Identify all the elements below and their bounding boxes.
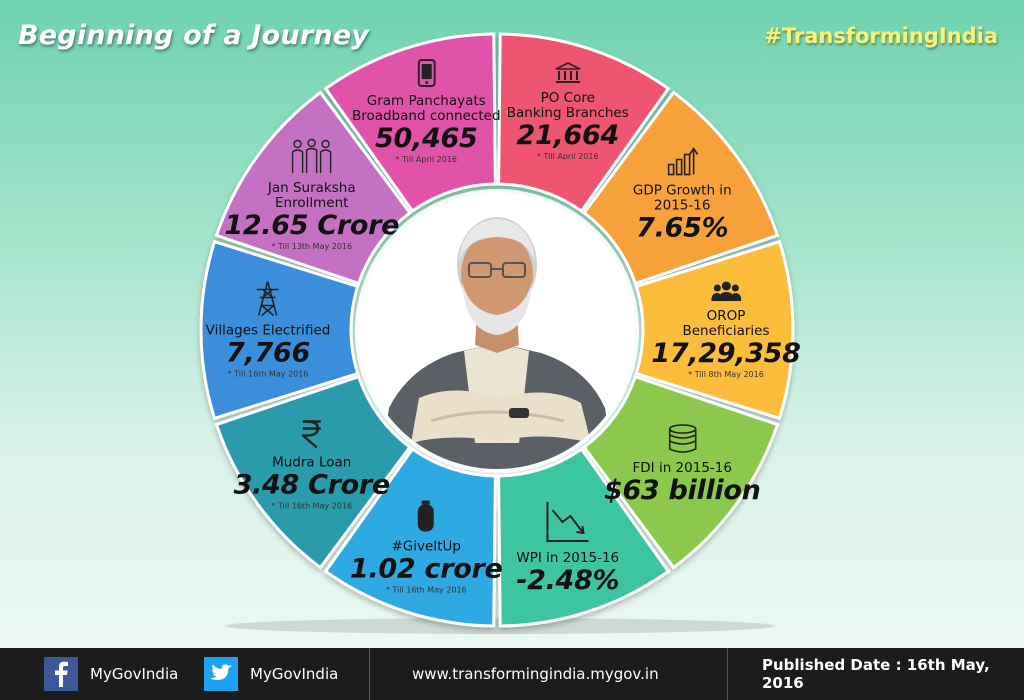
bank-icon [507, 62, 629, 88]
twitter-link[interactable]: MyGovIndia [204, 648, 338, 700]
wheel-segment [497, 32, 671, 214]
wheel-segment [323, 446, 497, 628]
footer-divider [369, 648, 370, 700]
stat-value: 1.02 crore [349, 553, 503, 585]
stat-value: 21,664 [516, 120, 620, 152]
stat-label: Mudra Loan [272, 454, 352, 471]
stat-value: -2.48% [516, 564, 620, 596]
facebook-icon [44, 657, 78, 691]
footer-bar: MyGovIndia MyGovIndia www.transformingin… [0, 648, 1024, 700]
page-title: Beginning of a Journey [18, 20, 370, 51]
portrait-image [359, 193, 635, 469]
stat-value: 50,465 [375, 123, 478, 155]
stat-label: Enrollment [275, 195, 349, 212]
website-url: www.transformingindia.mygov.in [412, 665, 659, 683]
published-date-text: Published Date : 16th May, 2016 [762, 656, 990, 692]
coins-icon [604, 423, 761, 458]
decline-chart-icon [516, 500, 619, 548]
wheel-segment [214, 374, 412, 570]
twitter-handle: MyGovIndia [250, 665, 339, 683]
wheel-segment [497, 446, 671, 628]
twitter-icon [204, 657, 238, 691]
footer-divider [727, 648, 728, 700]
wheel-segment [582, 374, 780, 570]
stat-content: PO Core Banking Branches 21,664 * Till Apri… [507, 62, 629, 162]
stat-label: Banking Branches [506, 105, 629, 122]
stat-note: * Till April 2016 [395, 155, 458, 165]
stat-note: * Till 16th May 2016 [227, 369, 309, 379]
stat-label: #GiveItUp [391, 538, 462, 555]
stat-note: * Till April 2016 [536, 152, 599, 162]
stat-content: Gram Panchayats Broadband connected 50,465… [352, 59, 501, 165]
gas-cylinder-icon [350, 500, 503, 536]
stat-label: FDI in 2015-16 [632, 459, 732, 476]
bar-growth-icon [633, 147, 732, 181]
wheel-segment [199, 239, 360, 421]
mobile-phone-icon [352, 59, 501, 91]
stat-label: Gram Panchayats [366, 93, 486, 110]
portrait-circle [359, 193, 635, 469]
stat-content: Mudra Loan 3.48 Crore * Till 16th May 2016 [234, 418, 390, 511]
stat-label: Jan Suraksha [267, 180, 356, 197]
wheel-segment [582, 90, 780, 286]
stat-value: 7,766 [226, 337, 310, 369]
published-date: Published Date : 16th May, 2016 [762, 648, 1024, 700]
stat-note: * Till 16th May 2016 [271, 501, 353, 511]
facebook-link[interactable]: MyGovIndia [44, 648, 178, 700]
power-tower-icon [206, 281, 331, 321]
stat-value: 17,29,358 [651, 338, 801, 369]
people-icon [224, 138, 399, 178]
facebook-handle: MyGovIndia [90, 665, 179, 683]
stat-content: Jan Suraksha Enrollment 12.65 Crore * Till … [224, 138, 399, 252]
stat-label: GDP Growth in [632, 182, 732, 199]
stat-value: $63 billion [603, 474, 761, 506]
stat-value: 7.65% [636, 212, 729, 244]
stat-label: Broadband connected [351, 108, 501, 125]
stat-label: 2015-16 [654, 197, 711, 214]
stats-wheel [199, 32, 795, 634]
stat-label: WPI in 2015-16 [516, 549, 620, 566]
stat-label: OROP [706, 308, 746, 324]
stat-content: OROP Beneficiaries 17,29,358 * Till 8th May… [651, 280, 801, 380]
stat-value: 12.65 Crore [224, 210, 400, 242]
stat-label: Villages Electrified [205, 322, 331, 339]
stat-note: * Till 8th May 2016 [688, 370, 764, 379]
stat-note: * Till 13th May 2016 [271, 242, 353, 252]
stat-label: Beneficiaries [682, 323, 770, 339]
stat-content: #GiveItUp 1.02 crore * Till 16th May 2016 [350, 500, 503, 595]
wheel-segment [214, 90, 412, 286]
stat-content: WPI in 2015-16 -2.48% [516, 500, 620, 596]
stat-content: Villages Electrified 7,766 * Till 16th May… [205, 281, 331, 380]
stat-note: * Till 16th May 2016 [385, 585, 467, 595]
group-icon [651, 280, 800, 306]
wheel-segment [323, 32, 497, 214]
stat-value: 3.48 Crore [233, 469, 391, 501]
stat-content: GDP Growth in 2015-16 7.65% [633, 147, 732, 244]
rupee-icon [234, 418, 390, 452]
wheel-segment [634, 239, 795, 421]
website-link[interactable]: www.transformingindia.mygov.in [412, 648, 659, 700]
stat-label: PO Core [540, 90, 595, 107]
stat-content: FDI in 2015-16 $63 billion [603, 423, 761, 506]
hashtag-text: #TransformingIndia [764, 24, 998, 48]
